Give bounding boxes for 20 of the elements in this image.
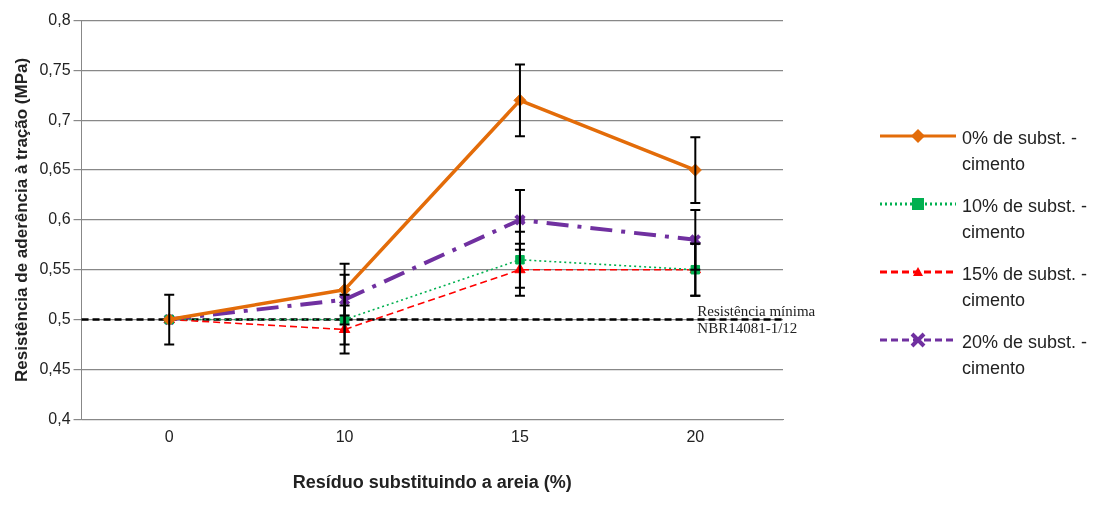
x-axis-title: Resíduo substituindo a areia (%): [292, 472, 572, 493]
x-tick-label: 0: [164, 428, 174, 446]
y-tick-label: 0,65: [39, 160, 71, 178]
legend-label: 15% de subst. - cimento: [962, 263, 1089, 312]
y-tick-label: 0,6: [48, 210, 71, 228]
legend-label: 10% de subst. - cimento: [962, 195, 1089, 244]
legend-label: 20% de subst. - cimento: [962, 331, 1089, 380]
legend-label: 0% de subst. - cimento: [962, 127, 1079, 176]
y-tick-label: 0,75: [39, 60, 71, 78]
y-tick-label: 0,8: [48, 11, 71, 29]
y-tick-label: 0,7: [48, 110, 71, 128]
y-tick-label: 0,4: [48, 409, 71, 427]
ref-line-label: Resistência mínima NBR14081-1/12: [697, 302, 816, 336]
y-tick-label: 0,55: [39, 260, 71, 278]
y-tick-label: 0,5: [48, 309, 71, 327]
y-axis-title: Resistência de aderência à tração (MPa): [11, 57, 31, 382]
x-tick-label: 10: [335, 428, 354, 446]
x-tick-label: 20: [686, 428, 705, 446]
y-tick-label: 0,45: [39, 359, 71, 377]
x-tick-label: 15: [511, 428, 529, 446]
